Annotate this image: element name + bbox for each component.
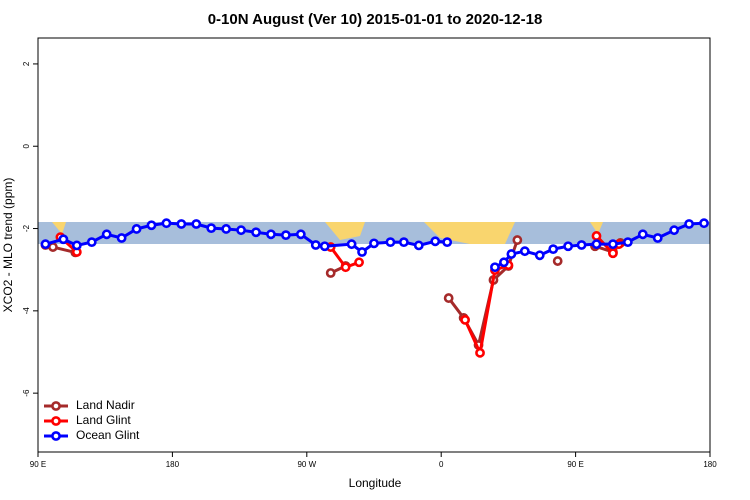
point	[506, 249, 517, 259]
point	[319, 241, 330, 252]
point	[398, 237, 409, 248]
point	[71, 240, 82, 251]
y-tick-label: 2	[22, 61, 31, 66]
point	[354, 257, 364, 268]
y-tick-label: -2	[22, 224, 31, 232]
point	[206, 223, 217, 234]
y-tick-label: -4	[22, 307, 31, 315]
point	[499, 257, 509, 268]
point	[442, 237, 453, 248]
x-tick-label: 90 W	[297, 460, 316, 469]
land-america	[325, 222, 365, 240]
point	[280, 230, 291, 241]
point	[576, 240, 587, 250]
point	[699, 218, 709, 229]
point	[58, 234, 69, 245]
point	[608, 239, 618, 250]
point	[48, 242, 58, 252]
legend-marker	[51, 416, 61, 426]
point	[548, 244, 559, 255]
point	[430, 236, 441, 247]
point	[146, 220, 157, 231]
point	[552, 256, 563, 266]
point	[534, 250, 545, 261]
legend-label: Land Glint	[76, 413, 131, 427]
point	[460, 314, 470, 325]
point	[563, 241, 574, 252]
chart-title: 0-10N August (Ver 10) 2015-01-01 to 2020…	[208, 11, 543, 28]
point	[443, 293, 454, 303]
point	[519, 246, 530, 257]
point	[40, 239, 51, 250]
point	[295, 229, 306, 240]
point	[236, 225, 246, 236]
point	[475, 347, 485, 358]
point	[86, 237, 97, 248]
point	[385, 237, 396, 248]
x-axis-label: Longitude	[349, 476, 402, 490]
point	[131, 224, 142, 234]
point	[669, 225, 680, 236]
point	[622, 237, 633, 248]
point	[591, 231, 602, 241]
point	[512, 235, 523, 245]
point	[176, 219, 187, 229]
point	[591, 239, 602, 250]
y-tick-label: 0	[22, 143, 31, 148]
point	[116, 233, 127, 243]
point	[191, 219, 202, 229]
legend-label: Land Nadir	[76, 398, 135, 412]
point	[608, 248, 618, 259]
x-tick-label: 90 E	[567, 460, 583, 469]
x-tick-label: 180	[703, 460, 717, 469]
point	[251, 227, 261, 238]
series-line	[45, 221, 705, 269]
series-line	[45, 239, 622, 350]
land-asia	[52, 222, 66, 234]
point	[490, 262, 500, 273]
point	[310, 240, 321, 250]
x-tick-label: 90 E	[30, 460, 46, 469]
point	[325, 268, 336, 278]
point	[266, 229, 276, 240]
point	[221, 224, 232, 234]
point	[161, 218, 172, 229]
legend-label: Ocean Glint	[76, 428, 140, 442]
land-asia	[590, 222, 603, 234]
legend-marker	[51, 431, 61, 441]
point	[346, 239, 357, 250]
x-tick-label: 180	[166, 460, 180, 469]
y-tick-label: -6	[22, 389, 31, 397]
point	[369, 238, 379, 249]
point	[340, 262, 351, 273]
x-tick-label: 0	[439, 460, 444, 469]
point	[652, 233, 663, 243]
plot-frame	[37, 37, 711, 453]
point	[413, 240, 424, 251]
y-axis-label: XCO2 - MLO trend (ppm)	[1, 178, 15, 313]
point	[357, 247, 367, 257]
legend-marker	[51, 401, 61, 411]
point	[101, 229, 112, 240]
point	[684, 219, 694, 229]
point	[637, 229, 648, 240]
